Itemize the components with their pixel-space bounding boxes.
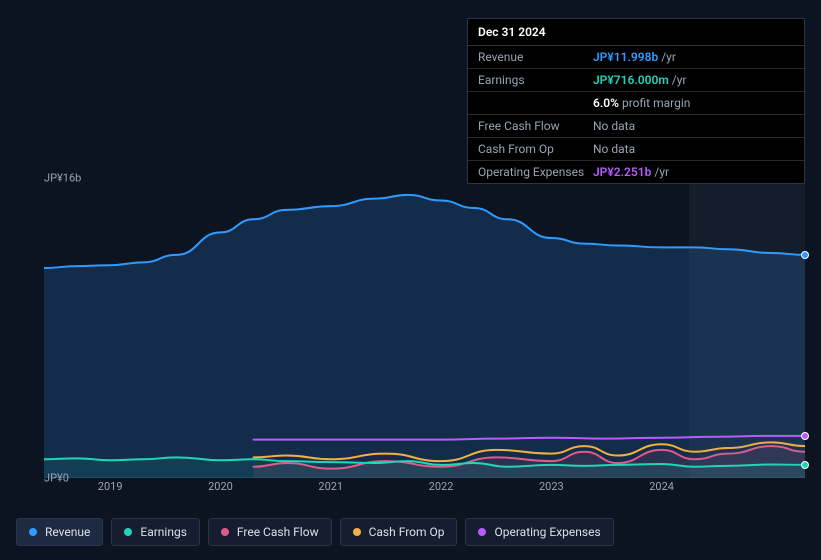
legend-item[interactable]: Free Cash Flow [208,518,332,546]
tooltip-row-label: Free Cash Flow [478,119,593,133]
tooltip-row: Cash From OpNo data [468,138,804,161]
legend-dot-icon [478,528,486,536]
tooltip-row: EarningsJP¥716.000m/yr [468,69,804,92]
legend-dot-icon [353,528,361,536]
tooltip-row-value: JP¥716.000m/yr [593,73,794,87]
y-axis-tick-label: JP¥16b [44,172,60,185]
legend-label: Revenue [45,525,90,539]
y-axis-tick-label: JP¥0 [44,472,60,485]
legend-label: Earnings [140,525,187,539]
tooltip-row-value: JP¥11.998b/yr [593,50,794,64]
tooltip-row: 6.0%profit margin [468,92,804,115]
x-axis-tick-label: 2019 [98,480,123,493]
legend-item[interactable]: Revenue [16,518,103,546]
x-axis-tick-label: 2023 [539,480,564,493]
tooltip-row-value: No data [593,142,794,156]
tooltip-row-label: Cash From Op [478,142,593,156]
x-axis-tick-label: 2022 [429,480,454,493]
tooltip-row: Operating ExpensesJP¥2.251b/yr [468,161,804,183]
financials-chart[interactable]: 2019 2020 2021 2022 2023 2024 JP¥16b JP¥0 [16,160,805,500]
x-axis-tick-label: 2024 [649,480,674,493]
tooltip-row-value: JP¥2.251b/yr [593,165,794,179]
tooltip-rows: RevenueJP¥11.998b/yrEarningsJP¥716.000m/… [468,46,804,183]
tooltip-title: Dec 31 2024 [468,19,804,46]
legend-label: Operating Expenses [494,525,600,539]
tooltip-row: Free Cash FlowNo data [468,115,804,138]
chart-tooltip: Dec 31 2024 RevenueJP¥11.998b/yrEarnings… [467,18,805,184]
chart-legend: Revenue Earnings Free Cash Flow Cash From O… [16,518,614,546]
tooltip-row-label: Operating Expenses [478,165,593,179]
legend-dot-icon [221,528,229,536]
x-axis-tick-label: 2021 [318,480,343,493]
tooltip-row-value: 6.0%profit margin [593,96,794,110]
legend-label: Free Cash Flow [237,525,319,539]
x-axis-tick-label: 2020 [208,480,233,493]
legend-dot-icon [29,528,37,536]
series-end-dot [801,461,809,469]
legend-item[interactable]: Cash From Op [340,518,458,546]
tooltip-row-value: No data [593,119,794,133]
x-axis: 2019 2020 2021 2022 2023 2024 [44,480,805,498]
series-end-dot [801,432,809,440]
legend-item[interactable]: Operating Expenses [465,518,613,546]
legend-label: Cash From Op [369,525,445,539]
legend-dot-icon [124,528,132,536]
tooltip-row: RevenueJP¥11.998b/yr [468,46,804,69]
chart-hover-band [689,178,805,478]
tooltip-row-label [478,96,593,110]
series-end-dot [801,251,809,259]
legend-item[interactable]: Earnings [111,518,200,546]
tooltip-row-label: Revenue [478,50,593,64]
tooltip-row-label: Earnings [478,73,593,87]
chart-plot-area[interactable] [44,178,805,478]
